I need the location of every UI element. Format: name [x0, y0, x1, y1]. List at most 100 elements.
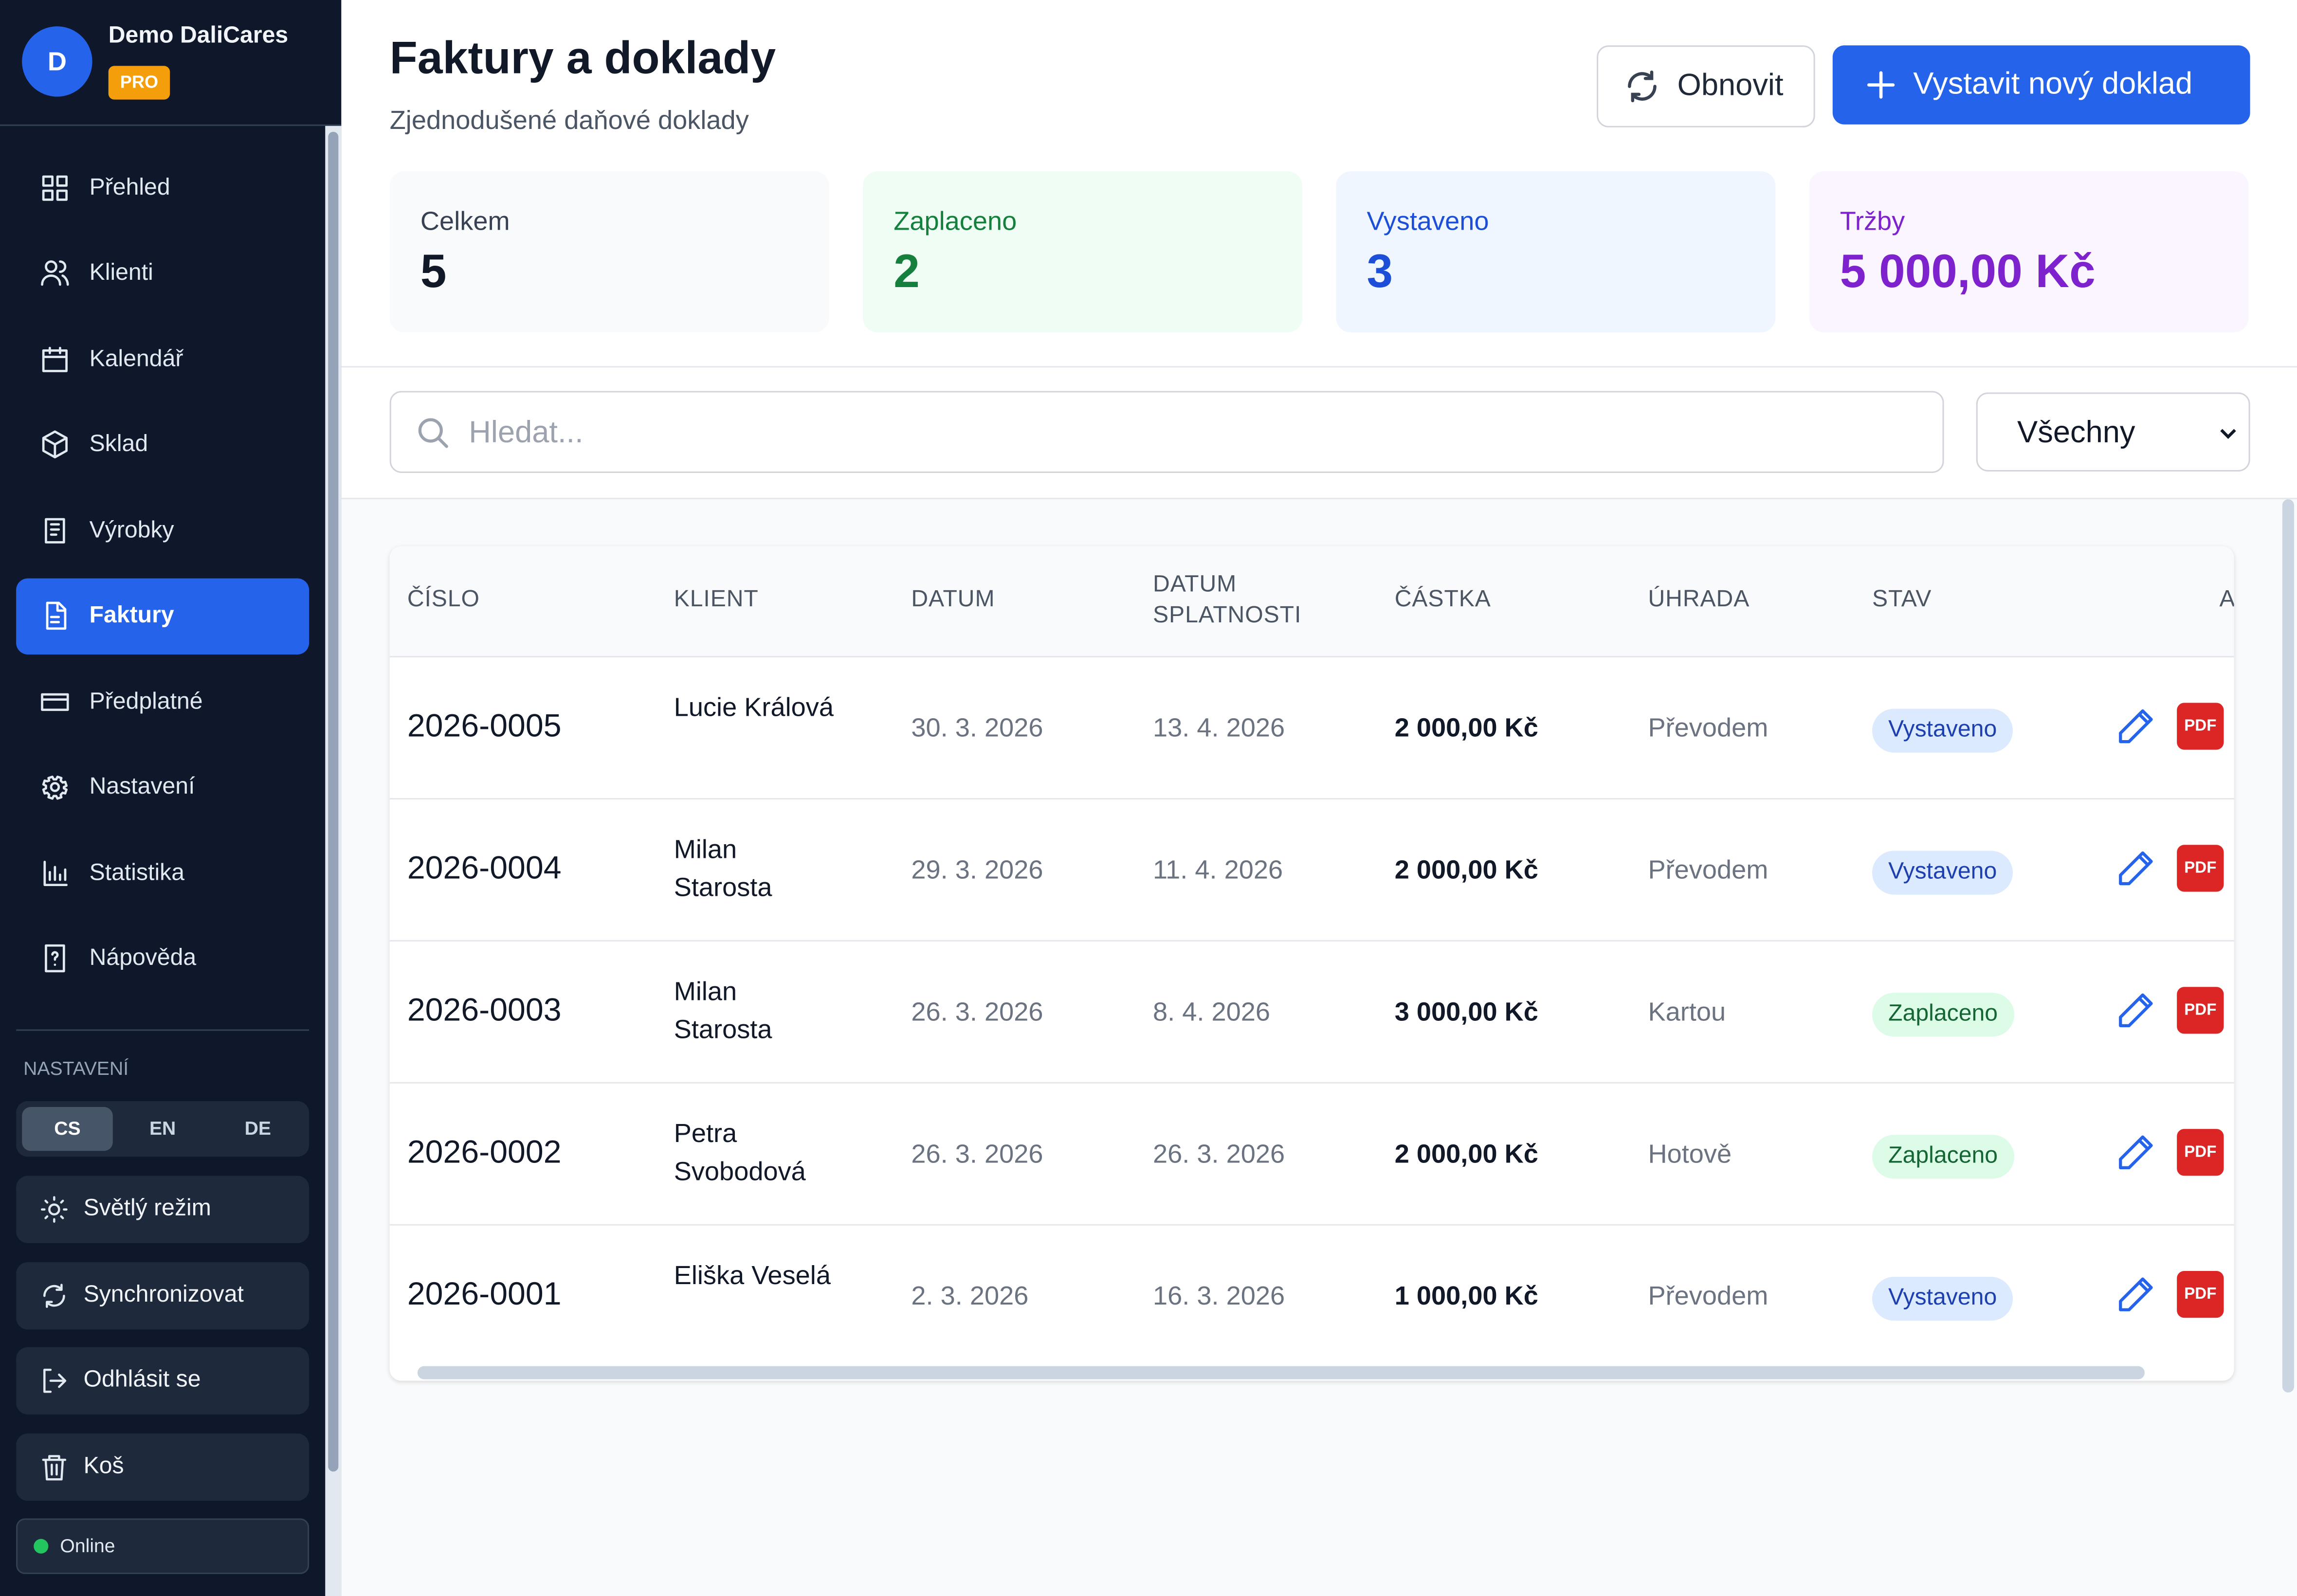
due-date: 16. 3. 2026: [1153, 1281, 1285, 1311]
status-box: Online: [16, 1518, 310, 1574]
stat-value: 2: [893, 244, 920, 297]
avatar: D: [22, 26, 92, 97]
amount: 2 000,00 Kč: [1394, 855, 1538, 885]
table-header: [389, 546, 2234, 658]
status-badge: Zaplaceno: [1872, 993, 2014, 1037]
pdf-button[interactable]: PDF: [2177, 1129, 2224, 1176]
search-box[interactable]: Hledat...: [389, 391, 1944, 473]
client: Milan Starosta: [674, 977, 772, 1044]
new-invoice-button[interactable]: Vystavit nový doklad: [1832, 45, 2250, 125]
status-filter[interactable]: Všechny: [1976, 392, 2250, 472]
icon: [41, 260, 69, 286]
column-header: A: [2219, 587, 2234, 612]
client: Eliška Veselá: [674, 1260, 831, 1290]
stat-value: 3: [1367, 244, 1393, 297]
icon: [42, 175, 68, 200]
pdf-button[interactable]: PDF: [2177, 1270, 2224, 1318]
action-label: Koš: [83, 1454, 124, 1479]
icon: [43, 1369, 67, 1394]
pdf-button[interactable]: PDF: [2177, 987, 2224, 1034]
pdf-button[interactable]: PDF: [2177, 703, 2224, 750]
payment-method: Hotově: [1648, 1139, 1732, 1169]
icon: [45, 944, 65, 973]
nav-item[interactable]: Výrobky: [16, 493, 309, 569]
action-label: Světlý režim: [83, 1196, 211, 1221]
invoice-number: 2026-0002: [407, 1133, 562, 1170]
amount: 2 000,00 Kč: [1394, 1139, 1538, 1169]
column-header: DATUM: [911, 587, 995, 612]
filter-value: Všechny: [2017, 416, 2135, 450]
edit-button[interactable]: [2115, 1274, 2156, 1315]
issue-date: 29. 3. 2026: [911, 855, 1043, 885]
nav-item[interactable]: Statistika: [16, 835, 309, 911]
nav-item[interactable]: Sklad: [16, 407, 309, 483]
plus-icon: [1867, 71, 1895, 99]
client: Petra Svobodová: [674, 1119, 806, 1186]
nav-item[interactable]: Klienti: [16, 236, 309, 311]
language-option[interactable]: EN: [149, 1117, 176, 1140]
due-date: 8. 4. 2026: [1153, 997, 1271, 1027]
nav-label: Statistika: [89, 860, 185, 886]
issue-date: 2. 3. 2026: [911, 1281, 1029, 1311]
language-switch: CS EN DE: [16, 1101, 310, 1157]
nav-label: Nastavení: [89, 774, 195, 800]
icon: [42, 346, 68, 372]
nav-item[interactable]: Předplatné: [16, 664, 309, 740]
pdf-button[interactable]: PDF: [2177, 845, 2224, 892]
sidebar-scrollbar: [325, 126, 342, 1596]
sidebar-action[interactable]: Odhlásit se: [16, 1347, 310, 1415]
nav-item[interactable]: Nápověda: [16, 921, 309, 997]
nav-label: Kalendář: [89, 346, 183, 371]
issue-date: 30. 3. 2026: [911, 713, 1043, 743]
refresh-label: Obnovit: [1677, 69, 1784, 103]
v-scrollbar: [2282, 499, 2294, 1393]
sidebar-action[interactable]: Koš: [16, 1433, 310, 1501]
refresh-icon: [1628, 70, 1657, 103]
stat-value: 5: [420, 244, 447, 297]
icon: [41, 1196, 68, 1223]
nav-label: Sklad: [89, 432, 148, 457]
column-header: ČÍSLO: [407, 587, 480, 612]
user-name: Demo DaliCares: [108, 23, 289, 49]
nav-item[interactable]: Přehled: [16, 150, 309, 226]
nav-label: Faktury: [89, 603, 174, 628]
sidebar-action[interactable]: Světlý režim: [16, 1176, 310, 1243]
icon: [2119, 1135, 2153, 1169]
payment-method: Převodem: [1648, 855, 1768, 885]
row-divider: [389, 1224, 2234, 1226]
edit-button[interactable]: [2115, 990, 2156, 1031]
column-header: STAV: [1872, 587, 1932, 612]
edit-button[interactable]: [2115, 706, 2156, 746]
payment-method: Převodem: [1648, 713, 1768, 743]
stat-label: Vystaveno: [1367, 206, 1489, 236]
nav-label: Předplatné: [89, 689, 203, 714]
stat-value: 5 000,00 Kč: [1840, 244, 2096, 297]
icon: [2119, 1277, 2153, 1311]
nav-item[interactable]: Kalendář: [16, 322, 309, 398]
due-date: 11. 4. 2026: [1153, 855, 1283, 885]
nav-label: Výrobky: [89, 517, 174, 543]
issue-date: 26. 3. 2026: [911, 1139, 1043, 1169]
nav-item[interactable]: Nastavení: [16, 750, 309, 826]
language-option[interactable]: CS: [22, 1106, 113, 1151]
action-label: Synchronizovat: [83, 1282, 244, 1307]
status-badge: Vystaveno: [1872, 851, 2013, 895]
language-option[interactable]: DE: [244, 1117, 271, 1140]
status-badge: Vystaveno: [1872, 708, 2013, 753]
refresh-button[interactable]: Obnovit: [1597, 45, 1815, 127]
row-divider: [389, 798, 2234, 800]
sidebar-action[interactable]: Synchronizovat: [16, 1261, 310, 1329]
nav-item[interactable]: Faktury: [16, 578, 310, 655]
invoice-number: 2026-0001: [407, 1275, 562, 1312]
payment-method: Kartou: [1648, 997, 1726, 1027]
column-header: ČÁSTKA: [1394, 587, 1491, 612]
stat-card: Tržby 5 000,00 Kč: [1809, 171, 2249, 333]
payment-method: Převodem: [1648, 1281, 1768, 1311]
plan-badge: PRO: [108, 66, 170, 100]
edit-button[interactable]: [2115, 1132, 2156, 1173]
invoice-number: 2026-0005: [407, 707, 562, 744]
row-divider: [389, 1082, 2234, 1084]
icon: [2119, 851, 2153, 886]
edit-button[interactable]: [2115, 848, 2156, 889]
